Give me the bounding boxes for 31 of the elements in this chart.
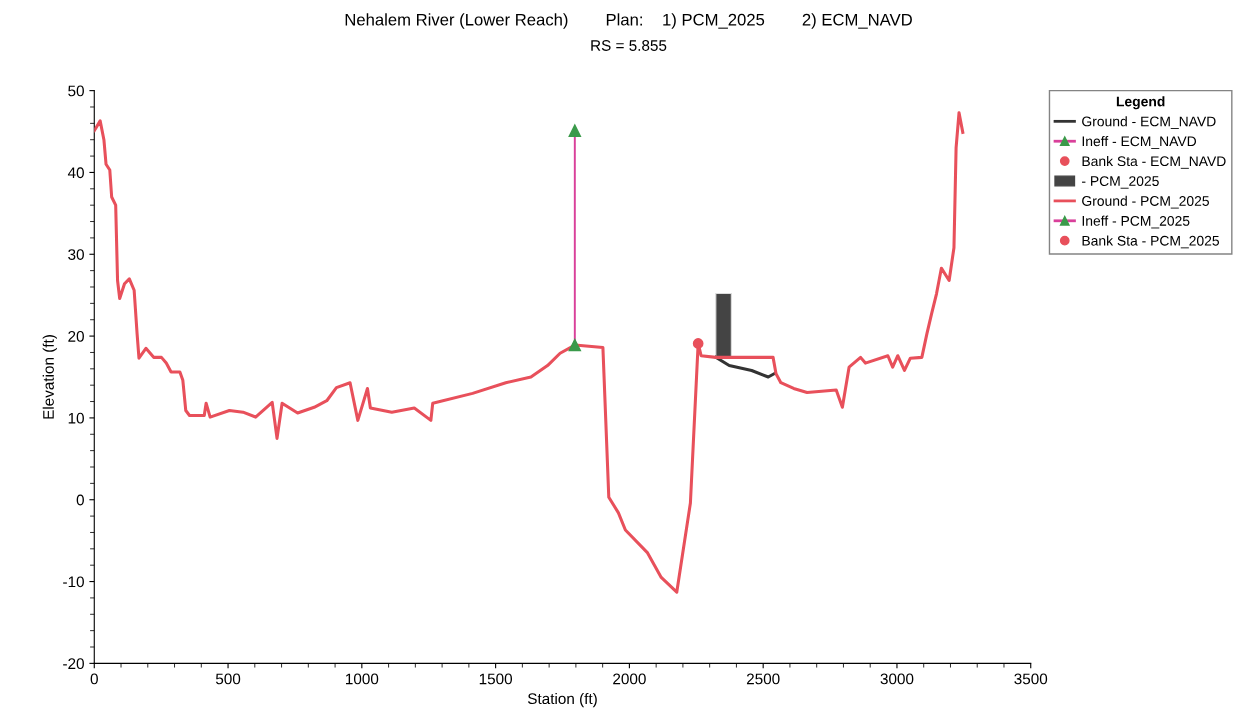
legend-label: Ground - PCM_2025 <box>1082 195 1209 209</box>
line-series <box>714 355 776 379</box>
x-tick-label: 3000 <box>880 673 914 685</box>
legend-label: Bank Sta - ECM_NAVD <box>1082 155 1226 169</box>
chart-subtitle: RS = 5.855 <box>591 40 667 51</box>
y-tick-label: 30 <box>68 249 84 260</box>
y-tick-label: 10 <box>68 412 84 424</box>
y-tick-label: 20 <box>68 330 84 342</box>
y-tick-label: -20 <box>63 658 84 670</box>
legend-label: - PCM_2025 <box>1082 176 1159 189</box>
x-axis-title: Station (ft) <box>527 692 597 708</box>
x-tick-label: 1000 <box>346 673 379 685</box>
y-tick-label: 0 <box>76 494 84 506</box>
x-tick-label: 500 <box>215 673 241 685</box>
legend-label: Bank Sta - PCM_2025 <box>1082 235 1220 249</box>
legend-label: Ineff - ECM_NAVD <box>1082 136 1197 149</box>
point <box>692 338 704 349</box>
legend-title: Legend <box>1116 96 1165 110</box>
x-tick-label: 3500 <box>1014 673 1048 685</box>
x-tick-label: 0 <box>90 673 98 685</box>
x-tick-label: 2000 <box>613 673 646 685</box>
y-tick-label: 40 <box>67 167 84 179</box>
chart-title: Nehalem River (Lower Reach) Plan: 1) PCM_2025 2) ECM_NAVD <box>345 13 912 29</box>
legend-label: Ineff - PCM_2025 <box>1082 215 1190 229</box>
y-tick-label: -10 <box>63 576 84 588</box>
line-series <box>94 111 965 594</box>
y-axis-title: Elevation (ft) <box>42 335 57 419</box>
y-tick-label: 50 <box>68 85 84 97</box>
x-tick-label: 1500 <box>479 673 513 685</box>
x-tick-label: 2500 <box>746 673 780 685</box>
legend-label: Ground - ECM_NAVD <box>1082 116 1216 129</box>
